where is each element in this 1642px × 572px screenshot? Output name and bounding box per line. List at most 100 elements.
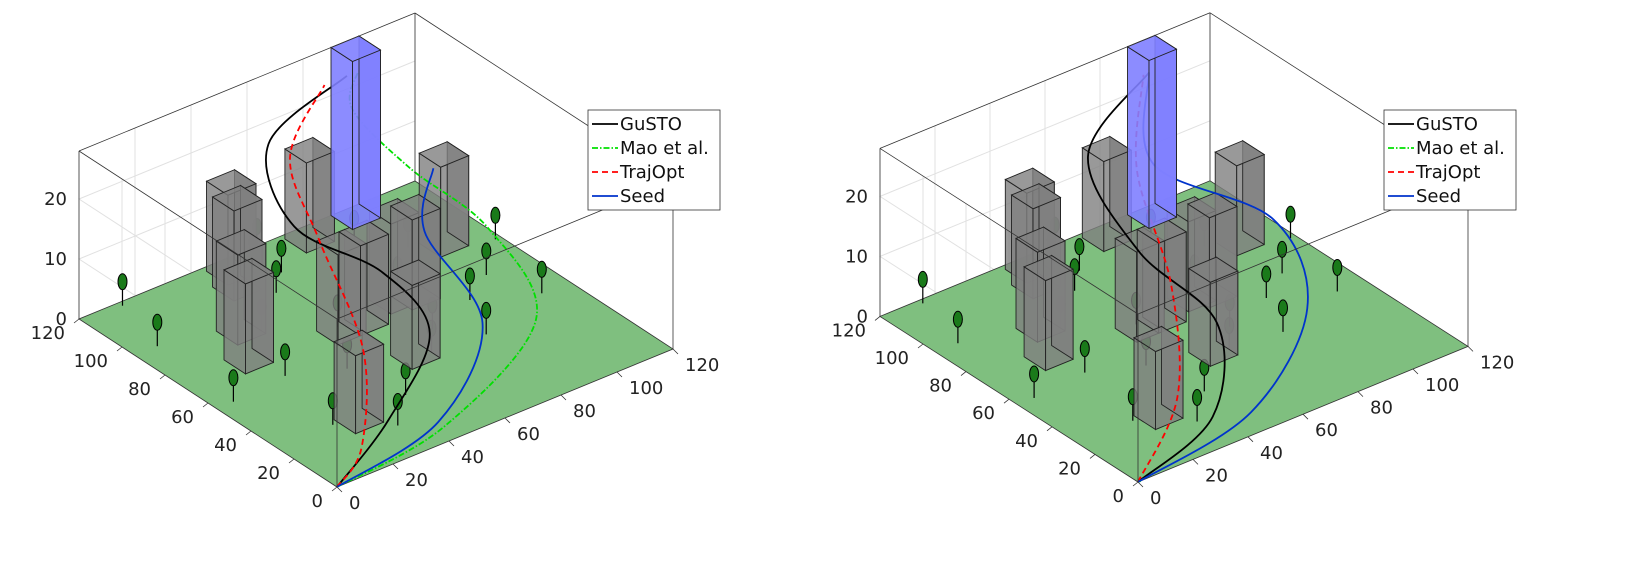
tree [1074,238,1085,271]
legend-entry: GuSTO [620,114,682,135]
x-tick [1192,459,1199,465]
tree-canopy [1261,265,1272,283]
tree-canopy [1079,340,1090,358]
y-tick-label: 120 [31,323,65,344]
building [223,257,275,375]
building-face [1010,183,1062,210]
tree [481,242,492,275]
building-face [338,230,361,337]
legend-entry: TrajOpt [1415,162,1480,183]
y-tick-label: 20 [1058,458,1081,479]
legend-entry: Seed [620,186,665,207]
y-tick [202,402,209,408]
legend-entry: GuSTO [1416,114,1478,135]
tree-canopy [280,343,291,361]
building-face [418,141,470,168]
building-face [1214,140,1266,167]
z-tick-label: 20 [845,186,868,207]
building [1081,135,1133,253]
building-face [205,169,257,196]
tree-canopy [1277,240,1288,258]
tree [1029,365,1040,398]
y-tick [1046,426,1053,432]
y-tick-label: 80 [929,376,952,397]
legend: GuSTO Mao et al. TrajOpt Seed [587,109,721,211]
legend-entry: Mao et al. [1416,138,1505,159]
tree [481,301,492,335]
x-tick-label: 100 [1425,375,1459,396]
tree-canopy [228,369,239,387]
building-face [1081,135,1133,163]
tree-canopy [1332,258,1343,276]
y-tick [116,346,123,352]
legend-box [587,109,721,211]
building [333,329,385,435]
y-tick [245,430,252,436]
tree [152,313,163,347]
building-face [1114,237,1138,344]
y-tick-label: 60 [171,407,194,428]
building [1136,217,1188,334]
axes-edge [879,148,1139,315]
tree [392,393,403,426]
x-tick [1302,413,1309,420]
buildings [1004,135,1266,431]
building-face [1015,226,1066,253]
y-tick [288,458,295,464]
building-face [1133,336,1156,431]
trajectory-gusto [1087,71,1226,483]
building-face [1081,146,1105,253]
y-tick-label: 40 [1015,431,1038,452]
tree-canopy [152,313,163,331]
building-face [1188,267,1211,368]
left-3d-plot: 02040608010012002040608010012001020GuSTO… [31,12,721,514]
trajectory-seed [336,168,484,488]
y-tick-label: 100 [74,351,108,372]
building [1187,256,1239,368]
x-tick [1247,436,1254,443]
building-face [1187,256,1239,283]
y-tick-label: 0 [1113,486,1124,507]
y-tick [1003,398,1010,404]
building [338,219,390,337]
building-face [316,240,339,346]
z-tick-label: 10 [845,246,868,267]
x-tick [616,371,623,378]
tree [1285,205,1296,239]
y-tick [1132,481,1139,487]
tree [117,273,128,306]
right-3d-plot: 02040608010012002040608010012001020GuSTO… [832,12,1517,509]
axes-edge [78,12,416,152]
axes-edge [879,12,1211,149]
y-tick [159,374,166,380]
y-tick-label: 100 [875,348,909,369]
tree [917,270,928,304]
y-tick-label: 80 [128,379,151,400]
x-tick [1412,368,1419,375]
x-tick [336,486,343,493]
legend-box [1383,109,1517,211]
building [1023,254,1075,372]
tree [1261,265,1272,298]
building-face [223,269,246,375]
axes-edge [78,150,338,320]
x-tick-label: 20 [1205,465,1228,486]
building-face [211,184,263,212]
tree-canopy [481,301,492,319]
tree [276,239,287,273]
building [1133,325,1184,431]
x-tick [672,348,679,355]
tree [280,343,291,376]
tree-canopy [1285,205,1296,223]
tree [1079,340,1090,373]
goal-region [1126,34,1178,230]
goal-region-face [330,46,353,231]
x-tick [392,463,399,470]
tree-canopy [1074,238,1085,256]
y-tick [73,318,80,324]
building-face [1023,265,1047,372]
tree-canopy [1278,299,1288,317]
x-tick [504,417,511,424]
